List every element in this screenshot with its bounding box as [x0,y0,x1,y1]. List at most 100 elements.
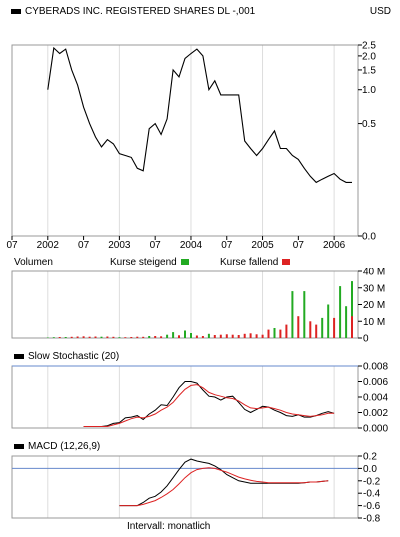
volume-bar-falling [178,335,180,338]
price-x-tick-label: 07 [150,240,162,251]
price-x-tick-label: 2005 [251,240,274,251]
rising-legend: Kurse steigend [110,257,189,269]
price-x-tick-label: 07 [221,240,233,251]
stochastic-y-tick-label: 0.004 [363,393,388,404]
volume-y-tick-label: 20 M [363,300,385,311]
title-text: CYBERADS INC. REGISTERED SHARES DL -,001 [25,6,256,17]
macd-y-tick-label: -0.4 [363,489,381,500]
macd-y-tick-label: 0.0 [363,464,377,475]
volume-y-tick-label: 40 M [363,268,385,278]
volume-bar-falling [201,336,204,338]
macd-chart: 0.20.0-0.2 -0.4-0.6 -0.8 [11,452,381,525]
volume-bar-falling [160,336,163,338]
price-x-tick-label: 07 [6,240,18,251]
stochastic-main-line [83,381,335,427]
stochastic-legend: Slow Stochastic (20) [14,351,119,363]
falling-legend: Kurse fallend [220,257,291,269]
falling-legend-label: Kurse fallend [220,257,279,268]
volume-bar-falling [267,329,270,338]
volume-bar-falling [154,336,157,338]
price-y-tick-label: 2.0 [362,51,376,62]
price-x-tick-label: 2003 [108,240,131,251]
volume-bar-falling [225,334,228,338]
macd-y-tick-label: -0.2 [363,476,381,487]
macd-signal-line [119,467,329,507]
volume-bar-falling [94,336,97,338]
volume-bar-falling [213,335,216,338]
volume-bar-falling [70,336,73,338]
volume-bar-falling [58,337,61,338]
macd-y-tick-label: -0.6 [363,501,381,512]
volume-bar-falling [231,334,234,338]
rising-legend-label: Kurse steigend [110,257,177,268]
volume-bar-rising [46,337,49,338]
stochastic-y-tick-label: 0.000 [363,424,388,435]
macd-plot-frame [11,455,359,519]
volume-bar-falling [249,333,252,338]
macd-y-tick-label: -0.8 [363,514,381,525]
rising-swatch [180,259,189,266]
falling-swatch [282,259,291,266]
volume-plot-frame [11,270,359,339]
volume-bar-rising [273,328,276,338]
volume-bar-falling [243,333,246,338]
price-y-tick-label: 0.0 [362,232,376,243]
price-y-tick-label: 1.0 [362,85,376,96]
volume-bar-rising [339,286,342,338]
price-y-tick-label: 2.5 [362,41,376,52]
price-chart: 2.52.0 1.5 1.0 0.5 0.0 07 2002 07 2003 07 2004 07 20… [6,41,376,252]
macd-marker [14,443,24,449]
volume-bar-rising [100,336,103,338]
price-x-tick-label: 2004 [180,240,203,251]
volume-bar-falling [142,336,145,338]
price-y-tick-label: 1.5 [362,65,376,76]
volume-bar-falling [82,336,85,338]
macd-label: MACD (12,26,9) [28,441,101,452]
volume-bar-rising [345,306,348,338]
volume-bar-falling [309,321,312,339]
volume-bar-rising [166,334,169,338]
price-x-tick-label: 2002 [37,240,60,251]
volume-bar-falling [112,336,115,338]
volume-bar-rising [148,336,151,338]
volume-chart: 40 M 30 M 20 M 10 M 0 [11,268,385,345]
volume-y-tick-label: 30 M [363,283,385,294]
volume-bar-rising [52,337,55,338]
stochastic-chart: 0.008 0.006 0.004 0.002 0.000 [11,362,388,435]
stochastic-y-tick-label: 0.008 [363,362,388,373]
volume-bar-falling [237,335,240,338]
price-x-tick-label: 07 [293,240,305,251]
volume-bar-falling [297,316,300,338]
stochastic-y-tick-label: 0.006 [363,377,388,388]
stochastic-signal-line [83,384,335,427]
volume-bar-falling [315,324,318,338]
volume-bar-falling [124,337,127,338]
price-x-tick-label: 2006 [323,240,346,251]
volume-bar-falling [261,334,264,338]
volume-bar-falling [76,336,79,338]
price-x-tick-label: 07 [78,240,90,251]
volume-bar-rising [184,330,186,338]
volume-bar-falling [130,337,133,338]
volume-bar-falling [106,336,109,338]
interval-label: Intervall: monatlich [127,521,211,532]
price-series-line [47,46,352,184]
volume-bar-rising [172,332,175,338]
stochastic-marker [14,353,24,359]
volume-bar-rising [303,291,306,338]
stochastic-label: Slow Stochastic (20) [28,351,120,362]
volume-bar-falling [333,317,336,338]
volume-bar-rising [190,333,192,338]
volume-bar-rising [351,281,353,338]
volume-bar-rising [327,304,330,338]
volume-label: Volumen [14,257,53,268]
volume-bar-falling [279,329,282,338]
price-y-tick-label: 0.5 [362,119,376,130]
macd-main-line [119,458,329,507]
volume-bar-rising [64,337,67,338]
volume-bar-falling [255,334,258,338]
stochastic-y-tick-label: 0.002 [363,408,388,419]
volume-bar-rising [118,337,121,338]
volume-bar-falling [351,316,353,338]
volume-bar-falling [195,335,198,338]
